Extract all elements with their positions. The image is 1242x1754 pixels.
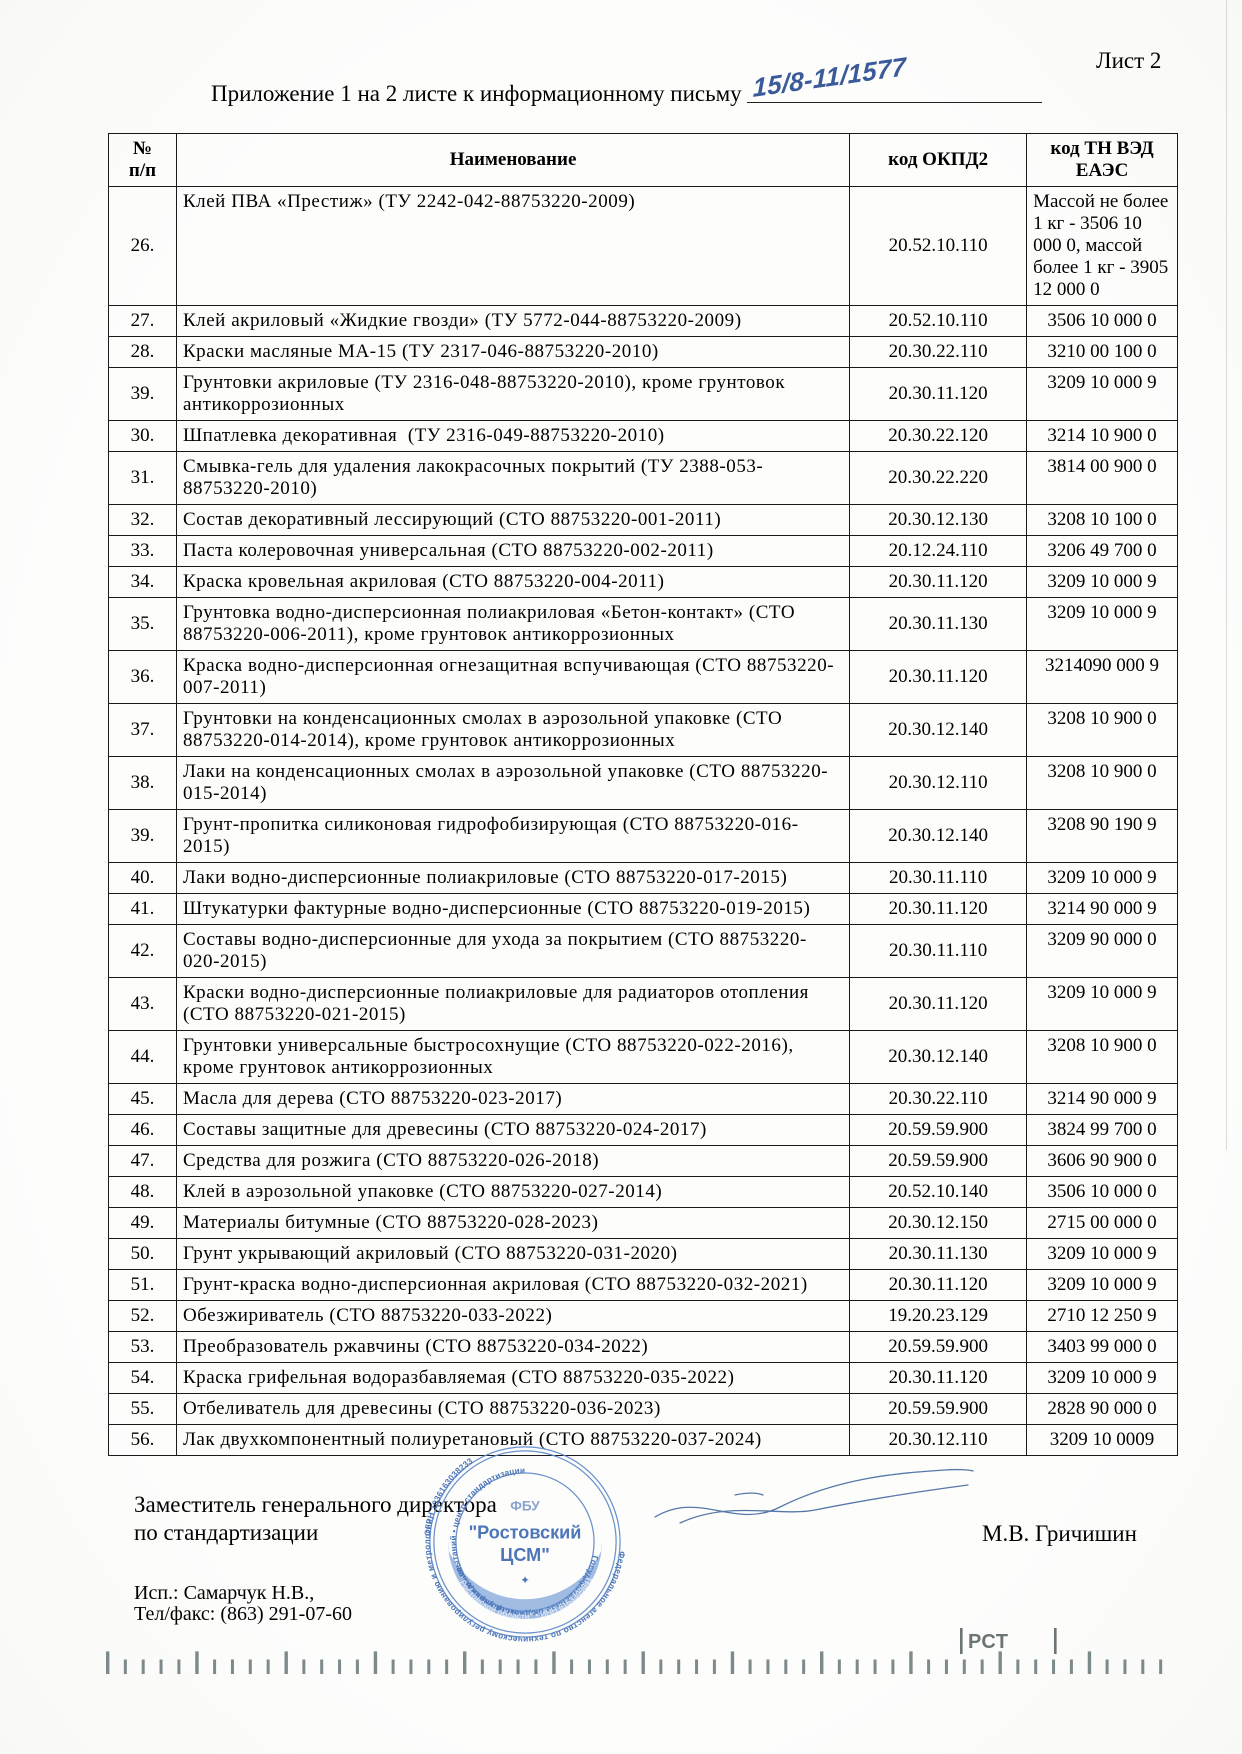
svg-text:ФБУ: ФБУ xyxy=(510,1498,540,1513)
svg-text:РСТ: РСТ xyxy=(968,1631,1009,1653)
svg-text:✦: ✦ xyxy=(520,1575,529,1587)
svg-text:ЦСМ": ЦСМ" xyxy=(500,1545,550,1565)
svg-text:"Ростовский: "Ростовский xyxy=(469,1523,582,1543)
